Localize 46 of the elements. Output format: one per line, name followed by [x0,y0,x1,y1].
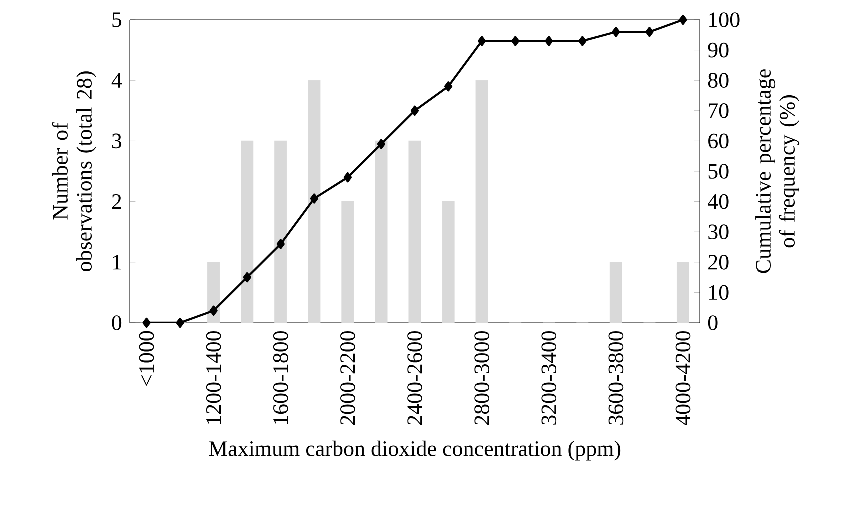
point [512,36,520,46]
x-axis-title: Maximum carbon dioxide concentration (ppm) [209,440,621,461]
point [377,139,386,150]
point [310,194,318,204]
y2-tick-label: 70 [709,103,729,118]
y-tick-label: 3 [112,134,122,149]
y2-tick-label: 20 [708,254,729,270]
point [545,36,554,46]
x-tick-label: 1200-1400 [206,331,222,424]
y-tick-label: 0 [112,316,122,330]
y-tick-label: 5 [112,12,122,28]
x-tick-label: 3200-3400 [542,331,557,425]
y-tick-label: 2 [112,194,122,210]
y-tick-label: 4 [112,73,122,88]
point [410,106,420,116]
point [276,239,285,250]
point [646,27,654,38]
y-tick-label: 1 [113,255,122,270]
point [176,318,184,328]
point [679,14,688,26]
point [243,272,252,283]
y2-tick-label: 80 [708,73,729,88]
y2-axis-title: Cumulative percentage of frequency (%) [756,70,800,274]
y2-tick-label: 40 [708,194,729,210]
y2-tick-label: 90 [708,42,729,58]
x-tick-label: <1000 [139,331,154,386]
point [612,27,620,38]
y-axis-title: Number of observations (total 28) [52,72,96,272]
x-tick-label: 4000-4200 [676,331,691,426]
point [210,306,218,316]
y2-tick-label: 60 [708,134,729,149]
point [344,172,352,183]
x-tick-label: 3600-3800 [608,331,624,425]
x-tick-label: 1600-1800 [273,331,288,424]
point [444,82,453,92]
x-tick-label: 2000-2200 [340,331,356,425]
y2-tick-label: 30 [708,224,729,240]
point [578,36,587,46]
x-tick-label: 2800-3000 [474,331,490,425]
y2-tick-label: 10 [710,285,729,300]
x-tick-label: 2400-2600 [408,331,422,425]
y2-tick-label: 0 [708,316,718,330]
y2-tick-label: 50 [708,164,729,179]
point [478,36,486,46]
y2-tick-label: 100 [710,12,740,28]
point [142,318,151,328]
